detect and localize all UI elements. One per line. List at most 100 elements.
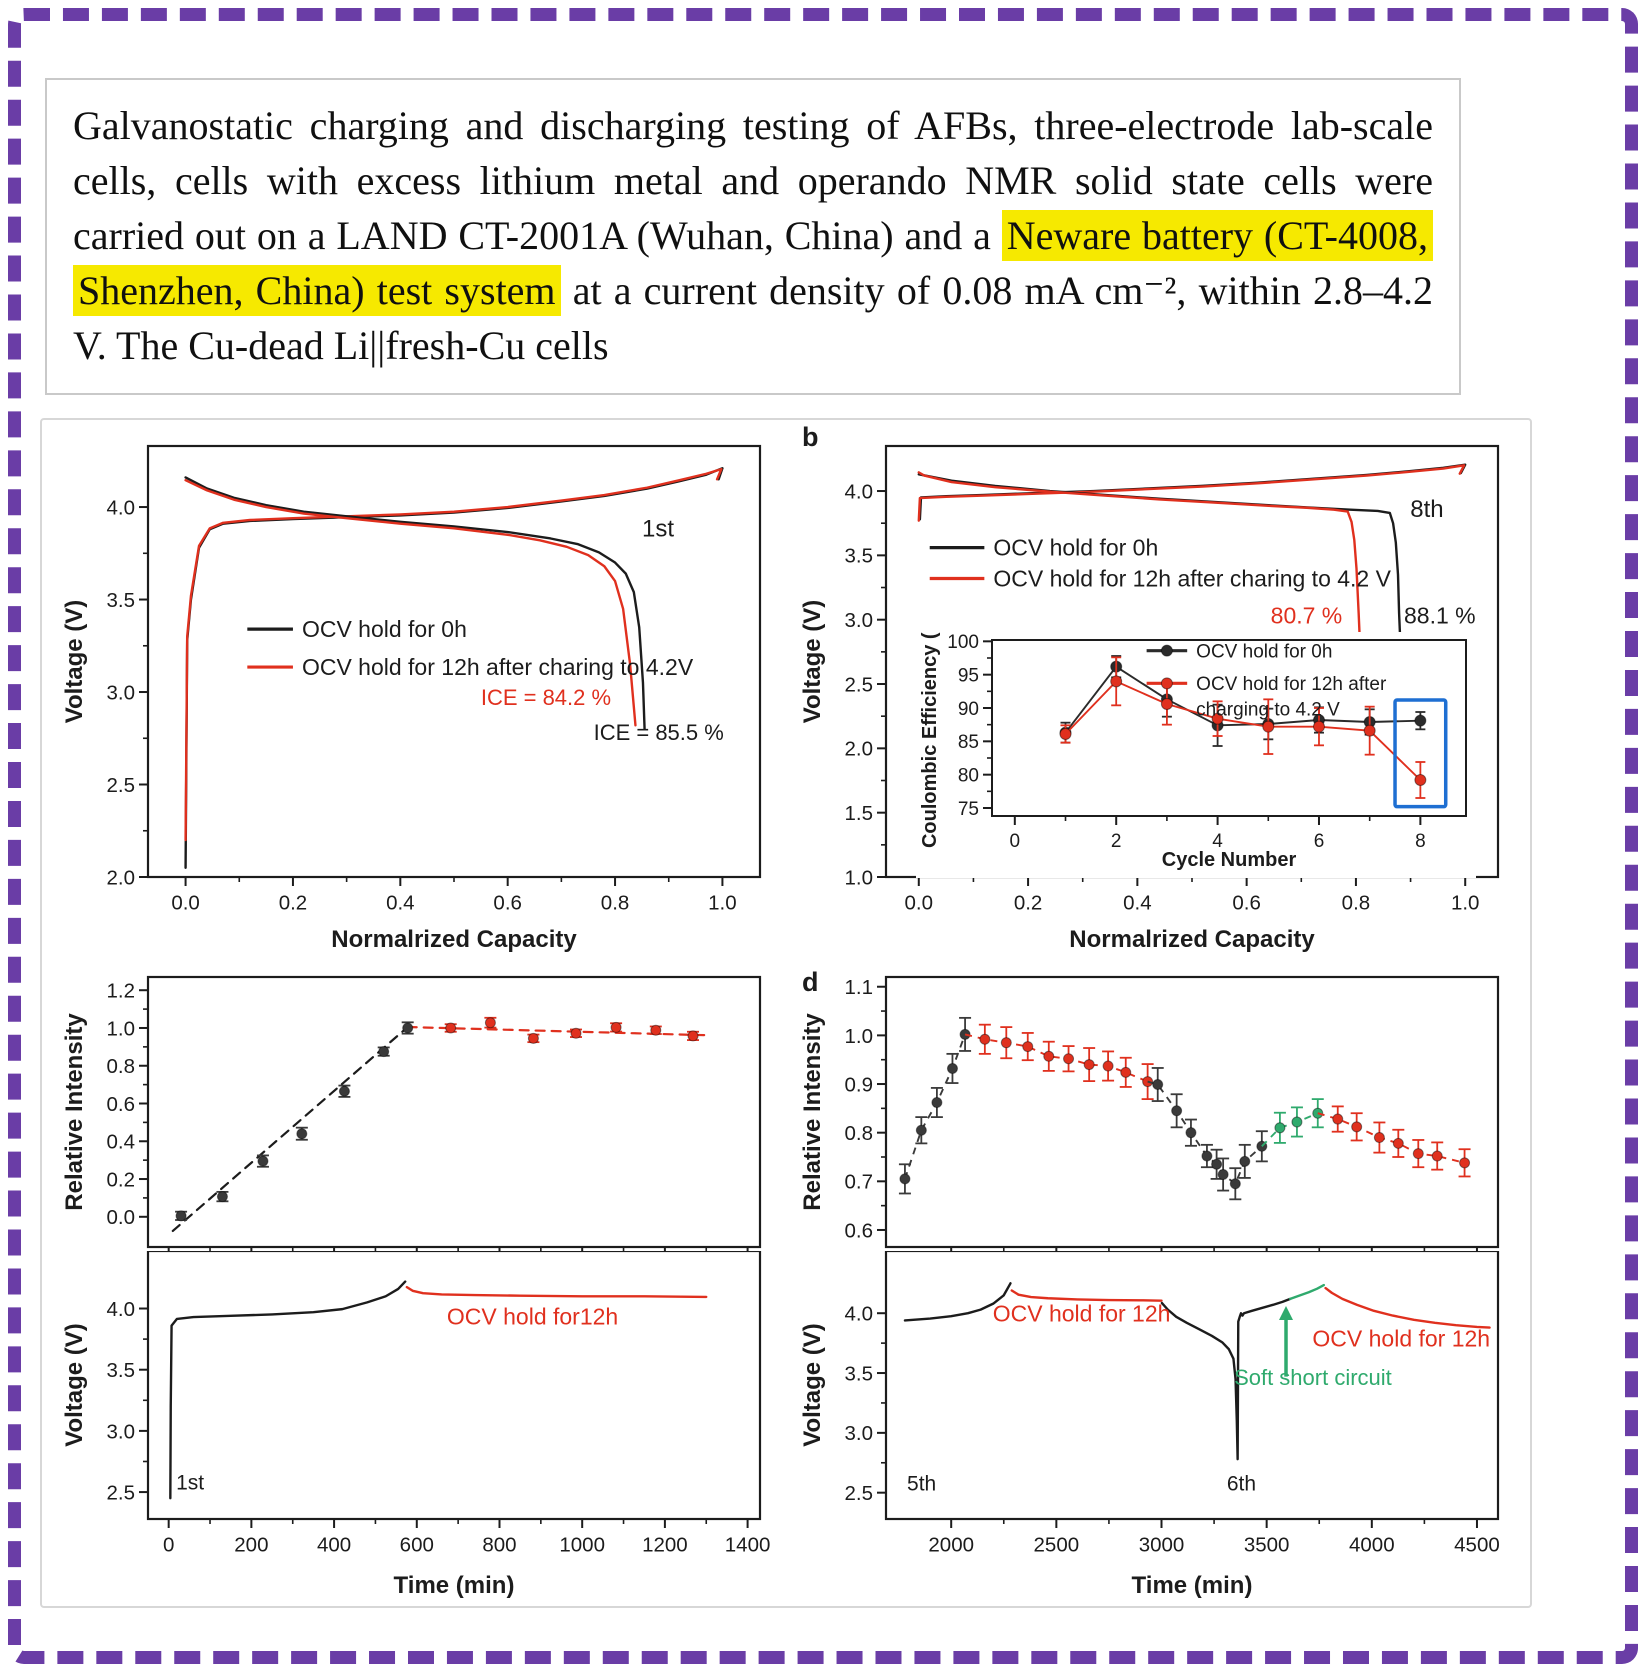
svg-text:OCV hold for 12h: OCV hold for 12h bbox=[993, 1301, 1171, 1327]
svg-text:Coulombic Efficiency (%): Coulombic Efficiency (%) bbox=[919, 632, 941, 848]
svg-text:0.2: 0.2 bbox=[279, 892, 308, 915]
svg-text:3000: 3000 bbox=[1139, 1534, 1185, 1557]
svg-text:2500: 2500 bbox=[1034, 1534, 1080, 1557]
svg-text:3.5: 3.5 bbox=[107, 1359, 136, 1382]
svg-text:Relative Intensity: Relative Intensity bbox=[61, 1013, 88, 1211]
svg-text:400: 400 bbox=[317, 1534, 351, 1557]
chart-relative-intensity-vs-time-5th-6th: 0.6 0.7 0.8 0.9 1.0 1.1 Relative Intensity bbox=[799, 975, 1500, 1251]
svg-text:OCV hold for 12h: OCV hold for 12h bbox=[1312, 1326, 1490, 1352]
svg-text:1st: 1st bbox=[642, 516, 674, 543]
chart-voltage-vs-capacity-1st: 0.0 0.2 0.4 0.6 0.8 1.0 2.0 2.5 3.0 3.5 4.0 Normalr… bbox=[61, 444, 762, 953]
panel-b-label: b bbox=[802, 422, 819, 452]
svg-text:4500: 4500 bbox=[1454, 1534, 1500, 1557]
panel-b-voltage-capacity-8th: b 0.0 0.2 0.4 0.6 0.8 1.0 1.0 1.5 2.0 2.5 3.0 3.5 4.… bbox=[788, 420, 1528, 965]
svg-text:1.5: 1.5 bbox=[845, 802, 874, 825]
panel-d-label: d bbox=[802, 967, 819, 997]
svg-text:3.5: 3.5 bbox=[107, 589, 136, 612]
svg-text:OCV hold for12h: OCV hold for12h bbox=[447, 1303, 618, 1329]
svg-text:3.0: 3.0 bbox=[845, 609, 874, 632]
svg-text:1st: 1st bbox=[176, 1472, 204, 1495]
svg-text:0.8: 0.8 bbox=[1342, 892, 1371, 915]
svg-text:0.2: 0.2 bbox=[107, 1168, 136, 1191]
svg-text:OCV hold for 0h: OCV hold for 0h bbox=[302, 616, 467, 642]
svg-text:2.0: 2.0 bbox=[107, 866, 136, 889]
chart-relative-intensity-vs-time-1st: 0.0 0.2 0.4 0.6 0.8 1.0 1.2 Relative Intensity bbox=[61, 975, 762, 1251]
svg-text:0.0: 0.0 bbox=[171, 892, 200, 915]
svg-text:Time (min): Time (min) bbox=[394, 1572, 515, 1599]
svg-text:3500: 3500 bbox=[1244, 1534, 1290, 1557]
svg-text:0.4: 0.4 bbox=[386, 892, 415, 915]
svg-text:1200: 1200 bbox=[642, 1534, 688, 1557]
svg-text:0.9: 0.9 bbox=[845, 1073, 874, 1096]
chart-coulombic-efficiency-inset: 0 2 4 6 8 75 80 85 90 95 100 Cycle Number Coulombic … bbox=[916, 632, 1476, 878]
methods-text-card: Galvanostatic charging and discharging t… bbox=[45, 78, 1461, 395]
svg-text:Voltage (V): Voltage (V) bbox=[799, 1323, 826, 1447]
svg-text:88.1 %: 88.1 % bbox=[1404, 603, 1476, 629]
svg-text:1.0: 1.0 bbox=[107, 1017, 136, 1040]
svg-text:0.4: 0.4 bbox=[1123, 892, 1152, 915]
svg-text:0.8: 0.8 bbox=[107, 1055, 136, 1078]
svg-text:0: 0 bbox=[163, 1534, 174, 1557]
svg-text:4.0: 4.0 bbox=[107, 496, 136, 519]
svg-text:0.2: 0.2 bbox=[1014, 892, 1043, 915]
svg-text:3.0: 3.0 bbox=[845, 1422, 874, 1445]
svg-text:1.1: 1.1 bbox=[845, 976, 874, 999]
svg-text:200: 200 bbox=[234, 1534, 268, 1557]
svg-text:0.0: 0.0 bbox=[107, 1206, 136, 1229]
svg-text:OCV hold for 12h after charing: OCV hold for 12h after charing to 4.2V bbox=[302, 654, 694, 680]
svg-text:85: 85 bbox=[958, 732, 979, 753]
svg-text:0.6: 0.6 bbox=[493, 892, 522, 915]
panel-a-voltage-capacity-1st: 0.0 0.2 0.4 0.6 0.8 1.0 2.0 2.5 3.0 3.5 4.0 Normalr… bbox=[42, 420, 788, 965]
chart-voltage-vs-time-5th-6th: 2000 2500 3000 3500 4000 4500 2.5 3.0 3.5 4.0 Time… bbox=[799, 1251, 1500, 1599]
svg-text:OCV hold for 0h: OCV hold for 0h bbox=[1196, 641, 1332, 662]
svg-text:Voltage (V): Voltage (V) bbox=[61, 1323, 88, 1447]
svg-text:80.7 %: 80.7 % bbox=[1271, 603, 1343, 629]
svg-text:2: 2 bbox=[1111, 831, 1122, 852]
svg-text:1.0: 1.0 bbox=[1451, 892, 1480, 915]
panel-d-operando-nmr-5th-6th: d 0.6 0.7 0.8 0.9 1.0 1.1 Relative Intensity 2… bbox=[788, 965, 1528, 1605]
svg-text:Voltage (V): Voltage (V) bbox=[61, 600, 88, 724]
svg-text:0.6: 0.6 bbox=[1232, 892, 1261, 915]
svg-text:Soft short circuit: Soft short circuit bbox=[1234, 1365, 1392, 1390]
svg-text:0.6: 0.6 bbox=[845, 1219, 874, 1242]
svg-text:8: 8 bbox=[1415, 831, 1426, 852]
svg-text:80: 80 bbox=[958, 766, 979, 787]
svg-text:1.0: 1.0 bbox=[845, 1025, 874, 1048]
svg-text:0.0: 0.0 bbox=[905, 892, 934, 915]
svg-text:2.0: 2.0 bbox=[845, 738, 874, 761]
svg-text:0.4: 0.4 bbox=[107, 1131, 136, 1154]
svg-text:8th: 8th bbox=[1410, 496, 1443, 523]
svg-text:1.0: 1.0 bbox=[845, 866, 874, 889]
svg-text:4.0: 4.0 bbox=[845, 480, 874, 503]
svg-text:Voltage (V): Voltage (V) bbox=[799, 600, 826, 724]
svg-text:5th: 5th bbox=[907, 1472, 936, 1495]
svg-text:ICE = 85.5 %: ICE = 85.5 % bbox=[594, 720, 724, 745]
svg-text:ICE = 84.2 %: ICE = 84.2 % bbox=[481, 685, 611, 710]
svg-text:75: 75 bbox=[958, 799, 979, 820]
svg-text:0.6: 0.6 bbox=[107, 1093, 136, 1116]
svg-text:Normalrized Capacity: Normalrized Capacity bbox=[331, 926, 577, 953]
svg-text:Cycle Number: Cycle Number bbox=[1162, 849, 1297, 871]
svg-text:3.0: 3.0 bbox=[107, 681, 136, 704]
svg-text:1.2: 1.2 bbox=[107, 980, 136, 1003]
body-text: at a current density of 0.08 mA cm⁻², wi… bbox=[73, 268, 1433, 368]
svg-text:0.8: 0.8 bbox=[845, 1122, 874, 1145]
svg-text:3.5: 3.5 bbox=[845, 545, 874, 568]
svg-text:OCV hold for 12h after charing: OCV hold for 12h after charing to 4.2 V bbox=[993, 566, 1391, 592]
svg-text:Normalrized Capacity: Normalrized Capacity bbox=[1069, 926, 1315, 953]
panel-c-operando-nmr-1st: 0.0 0.2 0.4 0.6 0.8 1.0 1.2 Relative Intensity … bbox=[42, 965, 788, 1605]
methods-paragraph: Galvanostatic charging and discharging t… bbox=[73, 98, 1433, 373]
figure-panels-card: 0.0 0.2 0.4 0.6 0.8 1.0 2.0 2.5 3.0 3.5 4.0 Normalr… bbox=[40, 418, 1532, 1608]
svg-text:2000: 2000 bbox=[928, 1534, 974, 1557]
svg-text:1000: 1000 bbox=[559, 1534, 605, 1557]
chart-voltage-vs-time-1st: 0 200 400 600 800 1000 1200 1400 2.5 3.0 3.5 4.0 Tim… bbox=[61, 1251, 770, 1599]
svg-text:6th: 6th bbox=[1227, 1472, 1256, 1495]
svg-text:1.0: 1.0 bbox=[708, 892, 737, 915]
svg-text:90: 90 bbox=[958, 699, 979, 720]
svg-text:4.0: 4.0 bbox=[845, 1303, 874, 1326]
svg-text:4.0: 4.0 bbox=[107, 1298, 136, 1321]
svg-text:Relative Intensity: Relative Intensity bbox=[799, 1013, 826, 1211]
svg-text:2.5: 2.5 bbox=[845, 673, 874, 696]
svg-text:95: 95 bbox=[958, 666, 979, 687]
